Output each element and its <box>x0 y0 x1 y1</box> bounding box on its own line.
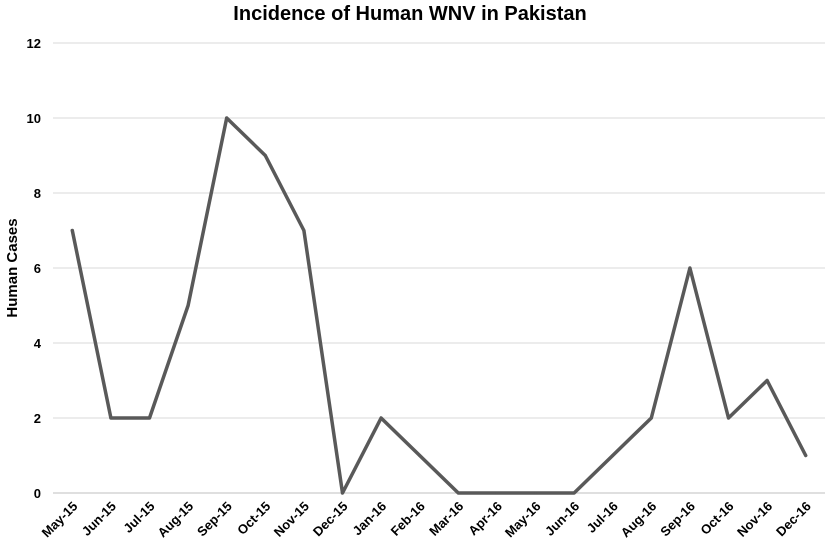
data-point <box>456 491 460 495</box>
gridlines <box>53 42 825 494</box>
data-point <box>495 491 499 495</box>
data-point <box>804 454 808 457</box>
data-point <box>765 379 769 382</box>
y-axis-label: Human Cases <box>4 218 21 317</box>
x-tick-label: Sep-16 <box>657 499 698 540</box>
series-lines <box>70 116 808 495</box>
x-tick-label: May-16 <box>502 499 544 541</box>
x-tick-label: Dec-15 <box>310 499 351 540</box>
y-tick-label: 6 <box>34 261 41 276</box>
x-tick-label: Jan-16 <box>349 499 389 539</box>
data-point <box>379 416 383 420</box>
x-tick-label: Jun-16 <box>542 499 582 539</box>
data-point <box>263 154 267 157</box>
data-point <box>572 491 576 495</box>
y-tick-label: 0 <box>34 486 41 501</box>
x-tick-label: Sep-15 <box>194 499 235 540</box>
x-tick-label: Jul-16 <box>584 499 621 536</box>
data-point <box>534 491 537 495</box>
y-tick-labels: 0 2 4 6 8 10 12 <box>27 36 42 501</box>
series-line <box>70 116 808 495</box>
x-tick-label: Nov-16 <box>734 499 775 540</box>
data-point <box>418 454 422 457</box>
data-point <box>148 416 151 420</box>
y-tick-label: 4 <box>34 336 42 351</box>
y-tick-label: 12 <box>27 36 41 51</box>
data-point <box>225 116 229 120</box>
data-point <box>70 229 74 232</box>
x-tick-label: Jun-15 <box>79 499 119 539</box>
data-point <box>109 416 113 420</box>
x-tick-label: Oct-15 <box>234 499 273 538</box>
y-tick-label: 8 <box>34 186 41 201</box>
data-point <box>688 266 692 270</box>
data-point <box>649 416 653 420</box>
x-tick-label: Apr-16 <box>465 499 505 539</box>
data-point <box>611 454 615 457</box>
chart-title: Incidence of Human WNV in Pakistan <box>233 3 586 25</box>
data-point <box>341 491 344 495</box>
data-point <box>302 229 306 232</box>
y-tick-label: 10 <box>27 111 41 126</box>
data-point <box>727 416 730 420</box>
x-tick-label: Nov-15 <box>271 499 312 540</box>
x-tick-label: May-15 <box>39 499 81 541</box>
y-tick-label: 2 <box>34 411 41 426</box>
x-tick-label: Feb-16 <box>388 499 428 539</box>
x-tick-label: Oct-16 <box>697 499 736 538</box>
data-point <box>186 304 190 307</box>
x-tick-label: Dec-16 <box>773 499 814 540</box>
x-tick-label: Aug-15 <box>154 499 196 541</box>
x-tick-label: Aug-16 <box>618 499 660 541</box>
x-tick-label: Mar-16 <box>426 499 466 539</box>
x-tick-label: Jul-15 <box>120 499 157 536</box>
